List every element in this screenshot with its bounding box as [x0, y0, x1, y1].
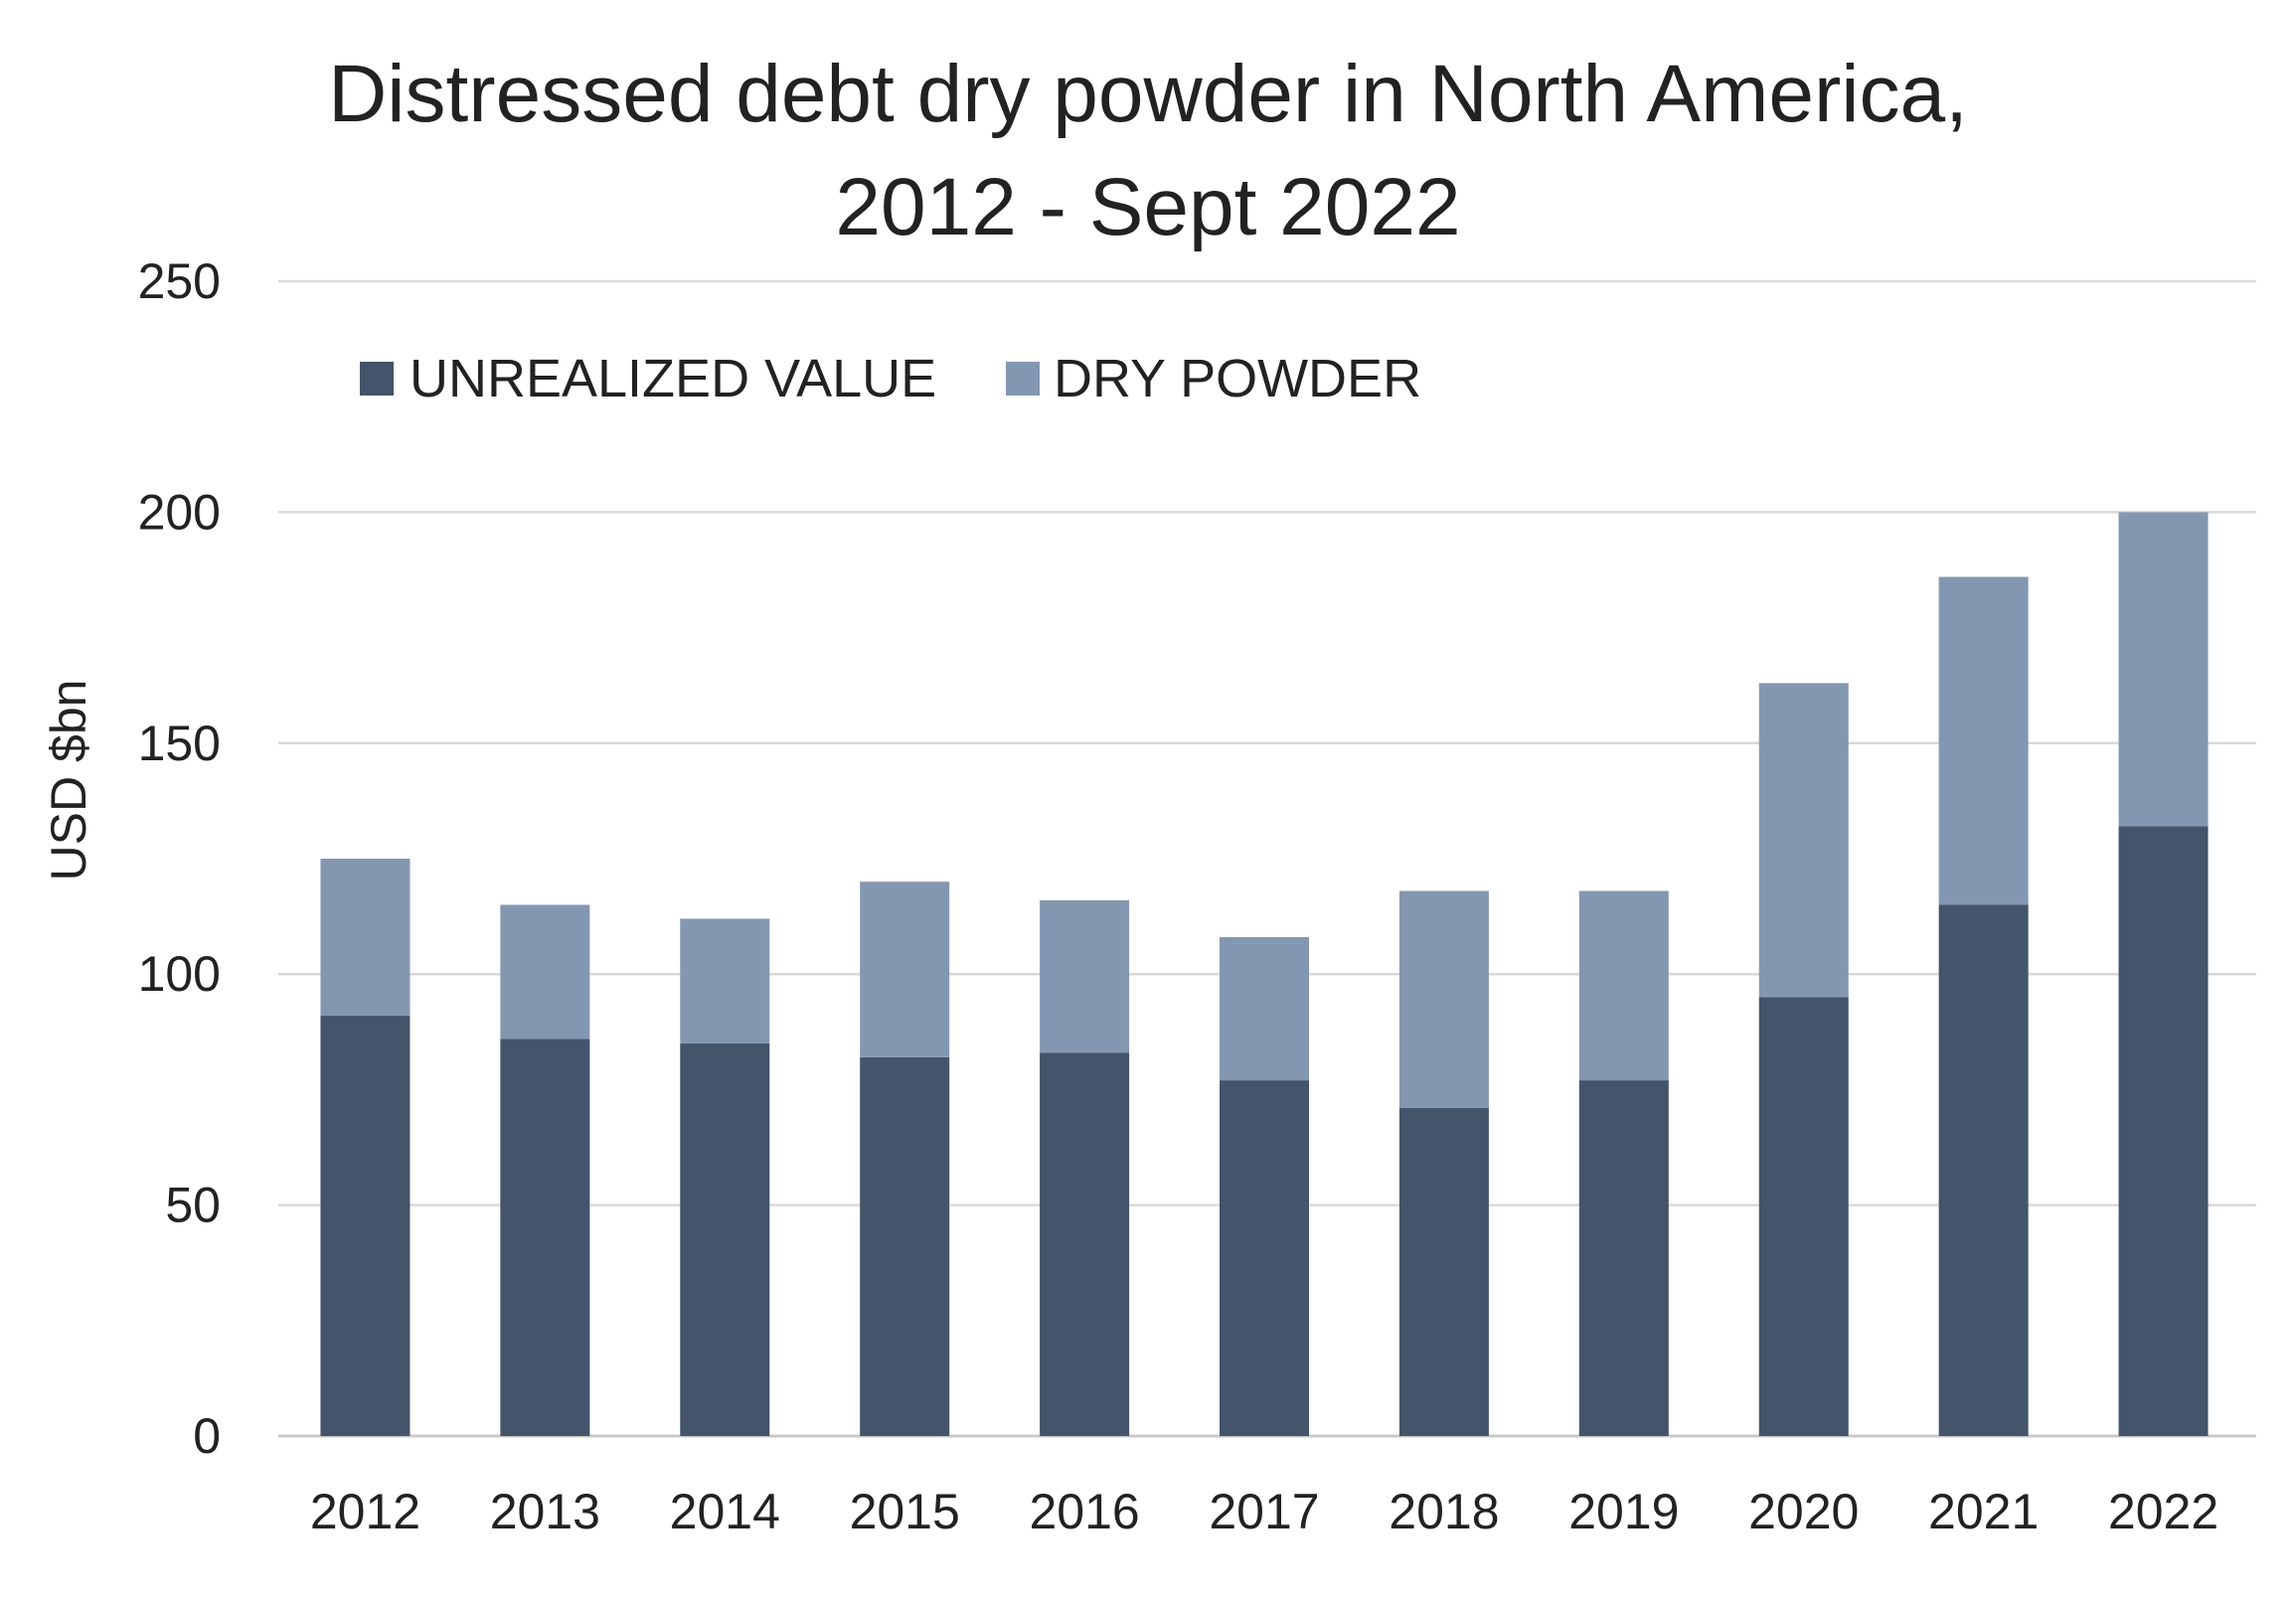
axes: 0 50 100 150 200 250 2012 2013 2014 2015 2016 2017 2…	[138, 253, 2219, 1539]
y-tick-label-150: 150	[138, 716, 221, 771]
y-tick-label-250: 250	[138, 253, 221, 309]
x-tick-label-2017: 2017	[1209, 1484, 1319, 1539]
legend-swatch-unrealized-value	[360, 362, 394, 396]
bar-unrealized-value-2014	[680, 1042, 770, 1436]
bar-dry-powder-2019	[1578, 890, 1669, 1081]
bar-dry-powder-2014	[680, 918, 770, 1043]
bar-dry-powder-2012	[320, 859, 410, 1017]
bar-unrealized-value-2016	[1040, 1052, 1130, 1436]
bar-unrealized-value-2021	[1938, 904, 2029, 1436]
bar-dry-powder-2021	[1938, 576, 2029, 905]
y-tick-label-50: 50	[165, 1178, 221, 1233]
bar-dry-powder-2016	[1040, 899, 1130, 1053]
bar-unrealized-value-2015	[860, 1056, 950, 1436]
chart-title: Distressed debt dry powder in North Amer…	[0, 38, 2296, 264]
bar-dry-powder-2017	[1220, 937, 1309, 1081]
x-tick-label-2019: 2019	[1568, 1484, 1679, 1539]
bar-unrealized-value-2020	[1758, 997, 1849, 1436]
x-tick-label-2014: 2014	[670, 1484, 780, 1539]
bar-dry-powder-2018	[1398, 890, 1489, 1108]
bar-unrealized-value-2019	[1578, 1080, 1669, 1436]
legend-label-unrealized-value: UNREALIZED VALUE	[410, 349, 936, 408]
bar-unrealized-value-2018	[1398, 1107, 1489, 1436]
x-tick-label-2016: 2016	[1029, 1484, 1139, 1539]
bar-dry-powder-2015	[860, 882, 950, 1057]
legend: UNREALIZED VALUE DRY POWDER	[360, 349, 1421, 408]
chart-title-line-2: 2012 - Sept 2022	[835, 162, 1461, 252]
legend-label-dry-powder: DRY POWDER	[1054, 349, 1421, 408]
x-tick-label-2015: 2015	[850, 1484, 960, 1539]
bars	[320, 512, 2209, 1436]
bar-dry-powder-2013	[500, 904, 590, 1040]
bar-unrealized-value-2013	[500, 1039, 590, 1436]
bar-dry-powder-2022	[2118, 512, 2209, 827]
y-axis-label: USD $bn	[41, 680, 96, 882]
chart-title-line-1: Distressed debt dry powder in North Amer…	[328, 49, 1968, 139]
x-tick-label-2020: 2020	[1748, 1484, 1859, 1539]
bar-unrealized-value-2017	[1220, 1080, 1309, 1436]
bar-unrealized-value-2022	[2118, 826, 2209, 1436]
x-tick-label-2022: 2022	[2108, 1484, 2218, 1539]
bar-unrealized-value-2012	[320, 1016, 410, 1436]
x-tick-label-2012: 2012	[310, 1484, 420, 1539]
y-tick-label-0: 0	[193, 1408, 221, 1464]
x-tick-label-2013: 2013	[490, 1484, 600, 1539]
x-tick-label-2018: 2018	[1389, 1484, 1499, 1539]
bar-dry-powder-2020	[1758, 683, 1849, 998]
legend-swatch-dry-powder	[1006, 362, 1040, 396]
y-tick-label-200: 200	[138, 484, 221, 540]
x-tick-label-2021: 2021	[1928, 1484, 2039, 1539]
y-tick-label-100: 100	[138, 946, 221, 1002]
